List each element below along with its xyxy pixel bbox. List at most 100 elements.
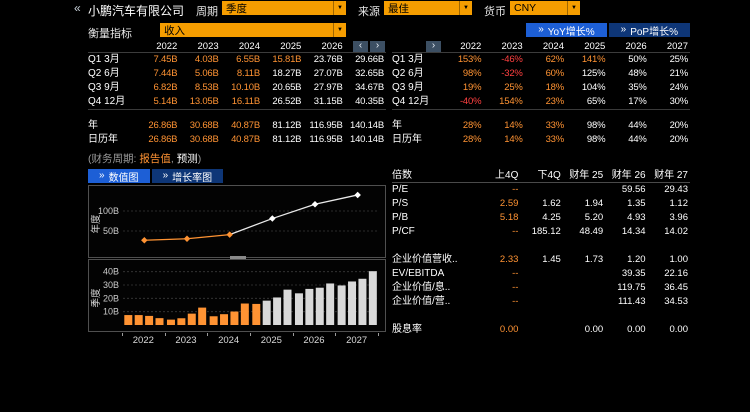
growth-cell: 44%	[628, 120, 647, 131]
measure-dropdown[interactable]: 收入 ▼	[160, 23, 346, 37]
source-dropdown[interactable]: 最佳 ▼	[384, 1, 472, 15]
row-label: Q1 3月	[88, 54, 120, 65]
table-row: 股息率 0.00 0.00 0.00 0.00	[392, 323, 690, 337]
scroll-left-button[interactable]: ‹	[352, 41, 368, 52]
multiple-cell	[520, 183, 562, 197]
table-row: Q3 9月 19% 25% 18% 104% 35% 24%	[392, 81, 690, 95]
tab-growth-chart[interactable]: » 增长率图	[151, 169, 224, 184]
value-cell: 4.03B	[194, 54, 219, 65]
growth-cell: 33%	[545, 120, 565, 131]
axis-tick	[164, 333, 166, 336]
annual-line-chart: 年度 50B 100B	[90, 191, 379, 244]
multiple-cell: --	[512, 226, 519, 237]
growth-table: › 2022 2023 2024 2025 2026 2027 Q1 3月 153% -46% 6…	[392, 40, 690, 147]
multiple-cell	[563, 281, 605, 295]
multiple-cell: 39.35	[621, 268, 646, 279]
x-axis-label: 2026	[303, 335, 325, 346]
tab-values-chart[interactable]: » 数值图	[88, 169, 150, 184]
value-cell: 29.66B	[355, 54, 384, 65]
x-axis-label: 2023	[175, 335, 197, 346]
year-column-header: 2025	[584, 41, 606, 52]
multiple-cell: 1.45	[542, 254, 561, 265]
table-row: Q4 12月 -40% 154% 23% 65% 17% 30%	[392, 95, 690, 109]
value-cell: 31.15B	[313, 96, 343, 107]
chart-scroll-thumb[interactable]	[230, 256, 246, 259]
scroll-right-button[interactable]: ›	[369, 41, 385, 52]
metric-label: EV/EBITDA	[392, 268, 445, 279]
growth-cell: 23%	[545, 96, 565, 107]
value-cell: 16.11B	[231, 96, 260, 107]
growth-table-header: › 2022 2023 2024 2025 2026 2027	[392, 40, 690, 53]
value-cell: 23.76B	[313, 54, 343, 65]
table-row: Q3 9月 6.82B 8.53B 10.10B 20.65B 27.97B 34.67B	[88, 81, 386, 95]
svg-text:40B: 40B	[103, 267, 119, 277]
multiple-cell	[563, 239, 605, 253]
year-column-header: 2024	[238, 41, 260, 52]
chevron-down-icon: ▼	[333, 23, 346, 37]
annual-chart-panel: 年度 50B 100B	[88, 185, 386, 259]
multiple-cell: 0.00	[499, 324, 519, 335]
period-label: 周期	[196, 6, 218, 18]
x-axis-label: 2022	[132, 335, 154, 346]
multiple-cell: 1.00	[669, 254, 689, 265]
multiple-cell: 1.62	[542, 198, 561, 209]
table-row: Q2 6月 7.44B 5.06B 8.11B 18.27B 27.07B 32.65B	[88, 67, 386, 81]
row-label: 年	[88, 120, 98, 131]
axis-tick	[207, 333, 209, 336]
value-cell: 32.65B	[355, 68, 384, 79]
svg-text:50B: 50B	[103, 226, 119, 236]
estimate-legend: 预测	[176, 153, 198, 165]
growth-cell: 30%	[669, 96, 689, 107]
value-cell: 18.27B	[272, 68, 302, 79]
table-row: P/B 5.18 4.25 5.20 4.93 3.96	[392, 211, 690, 225]
growth-cell: 25%	[669, 54, 689, 65]
table-row: 企业价值营收.. 2.33 1.45 1.73 1.20 1.00	[392, 253, 690, 267]
x-axis-label: 2024	[218, 335, 240, 346]
period-dropdown[interactable]: 季度 ▼	[222, 1, 346, 15]
multiple-cell	[563, 295, 605, 309]
table-row: P/CF -- 185.12 48.49 14.34 14.02	[392, 225, 690, 239]
value-cell: 6.55B	[236, 54, 260, 65]
multiple-cell: 2.33	[499, 254, 519, 265]
table-row: P/S 2.59 1.62 1.94 1.35 1.12	[392, 197, 690, 211]
year-column-header: 2024	[542, 41, 564, 52]
svg-text:年度: 年度	[90, 214, 102, 234]
yoy-growth-button[interactable]: » YoY增长%	[526, 23, 607, 38]
growth-cell: 62%	[545, 54, 565, 65]
quarterly-chart-panel: 季度 10B 20B 30B 40B	[88, 259, 386, 332]
value-cell: 26.52B	[272, 96, 302, 107]
pop-growth-button[interactable]: » PoP增长%	[608, 23, 690, 38]
multiple-cell	[478, 239, 520, 253]
multiple-cell: 5.20	[584, 212, 604, 223]
currency-label: 货币	[484, 6, 506, 18]
table-row: Q2 6月 98% -32% 60% 125% 48% 21%	[392, 67, 690, 81]
table-row: Q4 12月 5.14B 13.05B 16.11B 26.52B 31.15B 40.35…	[88, 95, 386, 109]
section-divider	[88, 109, 386, 119]
period-value: 季度	[226, 2, 247, 15]
back-chevrons-icon[interactable]: «	[74, 1, 81, 15]
multiple-cell	[520, 295, 562, 309]
svg-text:10B: 10B	[103, 307, 119, 317]
metric-label	[392, 309, 478, 323]
growth-cell: 24%	[669, 82, 689, 93]
svg-text:100B: 100B	[98, 206, 119, 216]
growth-cell: 17%	[628, 96, 647, 107]
metric-label: 股息率	[392, 324, 422, 335]
multiple-cell: 4.25	[542, 212, 561, 223]
row-label: Q3 9月	[88, 82, 120, 93]
row-label: 日历年	[392, 134, 422, 145]
year-column-header: 2022	[460, 41, 482, 52]
multiple-cell	[520, 323, 562, 337]
growth-cell: 20%	[669, 134, 689, 145]
fiscal-period-note: (财务周期: 报告值, 预测)	[88, 151, 201, 166]
currency-dropdown[interactable]: CNY ▼	[510, 1, 580, 15]
table-row: 日历年 26.86B 30.68B 40.87B 81.12B 116.95B 140.14…	[88, 133, 386, 147]
scroll-right-button[interactable]: ›	[426, 41, 441, 52]
multiple-cell: 1.12	[669, 198, 689, 209]
value-cell: 30.68B	[189, 120, 219, 131]
multiple-cell: 2.59	[499, 198, 519, 209]
svg-text:20B: 20B	[103, 293, 119, 303]
growth-cell: 104%	[581, 82, 606, 93]
double-chevron-icon: »	[162, 170, 169, 181]
